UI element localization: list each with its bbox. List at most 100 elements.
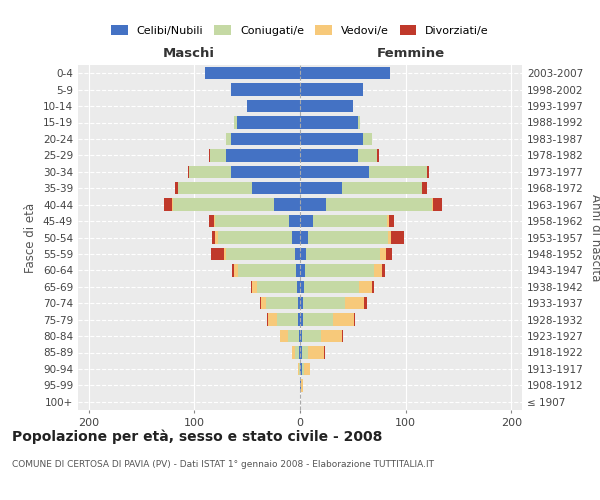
Bar	[210, 149, 226, 162]
Bar	[253, 182, 300, 194]
Bar	[302, 330, 321, 342]
Bar	[215, 232, 218, 243]
Bar	[300, 116, 358, 128]
Bar	[300, 198, 326, 211]
Bar	[173, 198, 274, 211]
Bar	[300, 232, 308, 243]
Bar	[364, 133, 372, 145]
Bar	[188, 166, 189, 178]
Bar	[175, 182, 178, 194]
Bar	[299, 363, 300, 375]
Bar	[300, 280, 304, 293]
Bar	[298, 297, 300, 310]
Bar	[389, 215, 394, 227]
Bar	[189, 166, 231, 178]
Bar	[226, 248, 295, 260]
Bar	[300, 84, 364, 96]
Bar	[300, 100, 353, 112]
Bar	[231, 84, 300, 96]
Bar	[299, 330, 300, 342]
Bar	[377, 149, 379, 162]
Bar	[211, 248, 224, 260]
Bar	[292, 346, 295, 358]
Bar	[209, 215, 214, 227]
Bar	[382, 264, 385, 276]
Bar	[326, 198, 432, 211]
Bar	[280, 330, 289, 342]
Bar	[333, 314, 354, 326]
Bar	[238, 264, 296, 276]
Bar	[321, 330, 342, 342]
Bar	[386, 215, 389, 227]
Bar	[218, 232, 292, 243]
Bar	[300, 379, 301, 392]
Bar	[226, 133, 231, 145]
Text: Femmine: Femmine	[377, 47, 445, 60]
Bar	[391, 232, 404, 243]
Text: Popolazione per età, sesso e stato civile - 2008: Popolazione per età, sesso e stato civil…	[12, 430, 382, 444]
Bar	[308, 346, 325, 358]
Bar	[302, 363, 304, 375]
Y-axis label: Fasce di età: Fasce di età	[25, 202, 37, 272]
Bar	[298, 314, 300, 326]
Bar	[304, 280, 359, 293]
Bar	[260, 297, 261, 310]
Bar	[369, 166, 427, 178]
Bar	[277, 314, 298, 326]
Bar	[235, 264, 238, 276]
Y-axis label: Anni di nascita: Anni di nascita	[589, 194, 600, 281]
Bar	[247, 100, 300, 112]
Bar	[300, 314, 303, 326]
Bar	[299, 346, 300, 358]
Bar	[308, 232, 388, 243]
Bar	[231, 166, 300, 178]
Bar	[296, 264, 300, 276]
Bar	[354, 314, 355, 326]
Bar	[178, 182, 253, 194]
Bar	[300, 297, 303, 310]
Bar	[304, 363, 310, 375]
Bar	[209, 149, 210, 162]
Bar	[235, 116, 236, 128]
Bar	[388, 232, 391, 243]
Bar	[164, 198, 172, 211]
Bar	[214, 215, 215, 227]
Bar	[300, 133, 364, 145]
Bar	[300, 149, 358, 162]
Bar	[300, 248, 307, 260]
Bar	[307, 248, 380, 260]
Bar	[289, 330, 299, 342]
Legend: Celibi/Nubili, Coniugati/e, Vedovi/e, Divorziati/e: Celibi/Nubili, Coniugati/e, Vedovi/e, Di…	[107, 20, 493, 40]
Text: Maschi: Maschi	[163, 47, 215, 60]
Bar	[268, 314, 277, 326]
Bar	[313, 215, 386, 227]
Text: COMUNE DI CERTOSA DI PAVIA (PV) - Dati ISTAT 1° gennaio 2008 - Elaborazione TUTT: COMUNE DI CERTOSA DI PAVIA (PV) - Dati I…	[12, 460, 434, 469]
Bar	[380, 248, 386, 260]
Bar	[300, 264, 305, 276]
Bar	[267, 314, 268, 326]
Bar	[232, 264, 235, 276]
Bar	[172, 198, 173, 211]
Bar	[261, 297, 266, 310]
Bar	[236, 116, 300, 128]
Bar	[205, 67, 300, 80]
Bar	[297, 280, 300, 293]
Bar	[303, 314, 333, 326]
Bar	[433, 198, 442, 211]
Bar	[342, 330, 343, 342]
Bar	[422, 182, 427, 194]
Bar	[231, 133, 300, 145]
Bar	[266, 297, 298, 310]
Bar	[300, 330, 302, 342]
Bar	[300, 182, 342, 194]
Bar	[289, 215, 300, 227]
Bar	[427, 166, 429, 178]
Bar	[215, 215, 289, 227]
Bar	[300, 67, 390, 80]
Bar	[298, 363, 299, 375]
Bar	[295, 346, 299, 358]
Bar	[253, 280, 257, 293]
Bar	[303, 297, 346, 310]
Bar	[300, 215, 313, 227]
Bar	[342, 182, 422, 194]
